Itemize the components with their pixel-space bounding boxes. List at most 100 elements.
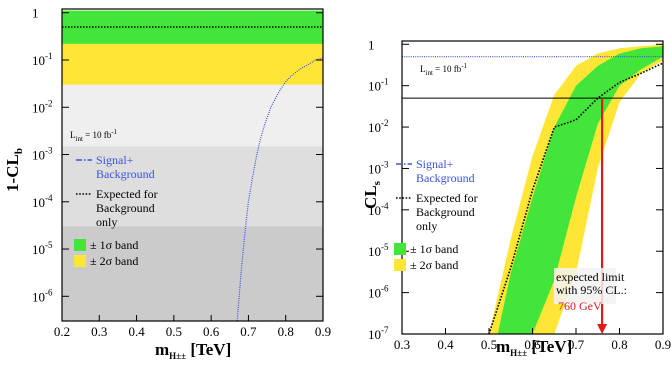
y-tick-exp: -4 bbox=[45, 193, 53, 203]
y-tick-label: 10-5 bbox=[368, 242, 389, 259]
y-label-main: CL bbox=[361, 185, 380, 209]
legend-label-band: ± 1σ band bbox=[410, 242, 458, 256]
y-tick-base: 10 bbox=[32, 242, 45, 257]
y-axis-label: CLs bbox=[361, 180, 383, 209]
legend-label-signal: Signal+ bbox=[96, 153, 134, 167]
y-tick-exp: -3 bbox=[381, 159, 389, 169]
expected-background-curve bbox=[488, 62, 664, 335]
luminosity-label: Lint = 10 fb-1 bbox=[420, 62, 468, 77]
luminosity-label: Lint = 10 fb-1 bbox=[70, 128, 118, 143]
y-tick-label: 10-3 bbox=[32, 146, 53, 163]
x-label-sub: H±± bbox=[169, 351, 186, 361]
lumi-symbol: L bbox=[70, 130, 76, 140]
y-tick-base: 10 bbox=[368, 327, 381, 342]
x-label-unit: [TeV] bbox=[527, 337, 572, 356]
x-tick-label: 0.2 bbox=[54, 324, 70, 339]
y-tick-exp: -4 bbox=[381, 201, 389, 211]
y-tick-labels: 110-110-210-310-410-510-6 bbox=[32, 6, 323, 304]
y-tick-label: 10-4 bbox=[368, 201, 389, 218]
y-tick-label: 10-7 bbox=[368, 325, 389, 342]
annotation-background bbox=[554, 268, 616, 304]
legend-swatch-band bbox=[394, 243, 406, 255]
y-tick-exp: -2 bbox=[45, 98, 53, 108]
series-lines bbox=[62, 26, 324, 322]
x-tick-label: 0.9 bbox=[315, 324, 331, 339]
legend-label-expected: only bbox=[96, 215, 117, 229]
lumi-value: = 10 fb bbox=[433, 64, 462, 74]
sigma-bands bbox=[62, 10, 323, 85]
y-tick-base: 10 bbox=[368, 286, 381, 301]
y-tick-label: 1 bbox=[368, 37, 375, 52]
y-tick-exp: -6 bbox=[381, 284, 389, 294]
x-label-main: m bbox=[155, 340, 169, 359]
legend-label-band: ± 2σ band bbox=[410, 258, 458, 272]
x-tick-label: 0.7 bbox=[568, 337, 585, 352]
x-tick-label: 0.5 bbox=[166, 324, 182, 339]
legend-label-expected: only bbox=[416, 219, 437, 233]
x-tick-label: 0.4 bbox=[437, 337, 454, 352]
chart-right: 0.3 0.4 0.5 0.6 0.7 0.8 0.9 110-110-210-310-41… bbox=[361, 37, 671, 358]
legend-label-signal: Background bbox=[96, 167, 155, 181]
y-tick-base: 10 bbox=[368, 120, 381, 135]
y-tick-label: 10-4 bbox=[32, 193, 53, 210]
y-tick-exp: -1 bbox=[45, 51, 53, 61]
y-tick-label: 10-3 bbox=[368, 159, 389, 176]
limit-arrow-head bbox=[597, 324, 608, 334]
y-tick-label: 10-2 bbox=[32, 98, 53, 115]
lumi-value: = 10 fb bbox=[83, 130, 112, 140]
legend-swatch-band bbox=[74, 255, 86, 267]
significance-region bbox=[62, 146, 323, 227]
y-tick-base: 10 bbox=[368, 161, 381, 176]
x-label-unit: [TeV] bbox=[186, 340, 231, 359]
legend-label-signal: Background bbox=[416, 171, 475, 185]
annotation-line: expected limit bbox=[556, 270, 625, 284]
y-tick-exp: -7 bbox=[381, 325, 389, 335]
lumi-sub: int bbox=[426, 69, 433, 77]
x-tick-label: 0.6 bbox=[203, 324, 220, 339]
x-tick-label: 0.7 bbox=[240, 324, 257, 339]
y-tick-base: 1 bbox=[368, 37, 375, 52]
signal-background-curve bbox=[236, 57, 324, 322]
lumi-symbol: L bbox=[420, 64, 426, 74]
y-tick-base: 10 bbox=[368, 79, 381, 94]
x-label-main: m bbox=[496, 337, 510, 356]
x-tick-label: 0.3 bbox=[91, 324, 107, 339]
y-tick-exp: -5 bbox=[45, 240, 53, 250]
y-label-sub: b bbox=[13, 148, 25, 154]
legend-label-expected: Expected for bbox=[96, 187, 158, 201]
y-label-sub: s bbox=[371, 180, 383, 185]
luminosity-text: Lint = 10 fb-1 bbox=[420, 62, 468, 77]
legend-label-signal: Signal+ bbox=[416, 157, 454, 171]
legend-swatch-band bbox=[394, 259, 406, 271]
legend-label-band: ± 2σ band bbox=[90, 254, 138, 268]
x-tick-label: 0.8 bbox=[611, 337, 627, 352]
legend-label-band: ± 1σ band bbox=[90, 238, 138, 252]
annotation-line: with 95% CL.: bbox=[556, 283, 627, 297]
x-axis-label: mH±± [TeV] bbox=[155, 340, 231, 361]
significance-region bbox=[62, 226, 323, 321]
y-tick-label: 10-6 bbox=[32, 287, 53, 304]
y-tick-base: 10 bbox=[368, 244, 381, 259]
y-tick-exp: -5 bbox=[381, 242, 389, 252]
chart-left: 0.2 0.3 0.4 0.5 0.6 0.7 0.8 0.9 110-110-210-310… bbox=[3, 6, 331, 361]
y-tick-label: 10-6 bbox=[368, 284, 389, 301]
x-tick-label: 0.6 bbox=[524, 337, 541, 352]
lumi-exp: -1 bbox=[111, 128, 117, 136]
y-tick-labels: 110-110-210-310-410-510-610-7 bbox=[368, 37, 663, 342]
y-tick-base: 10 bbox=[32, 195, 45, 210]
x-label-sub: H±± bbox=[510, 348, 527, 358]
significance-region bbox=[62, 84, 323, 147]
y-label-main: 1-CL bbox=[3, 154, 22, 192]
y-tick-base: 10 bbox=[368, 203, 381, 218]
luminosity-text: Lint = 10 fb-1 bbox=[70, 128, 118, 143]
y-tick-base: 10 bbox=[32, 148, 45, 163]
y-tick-label: 10-1 bbox=[32, 51, 53, 68]
x-tick-label: 0.4 bbox=[128, 324, 145, 339]
legend-label-expected: Expected for bbox=[416, 191, 478, 205]
significance-shading bbox=[62, 84, 323, 321]
y-tick-label: 10-1 bbox=[368, 77, 389, 94]
legend-label-expected: Background bbox=[96, 201, 155, 215]
